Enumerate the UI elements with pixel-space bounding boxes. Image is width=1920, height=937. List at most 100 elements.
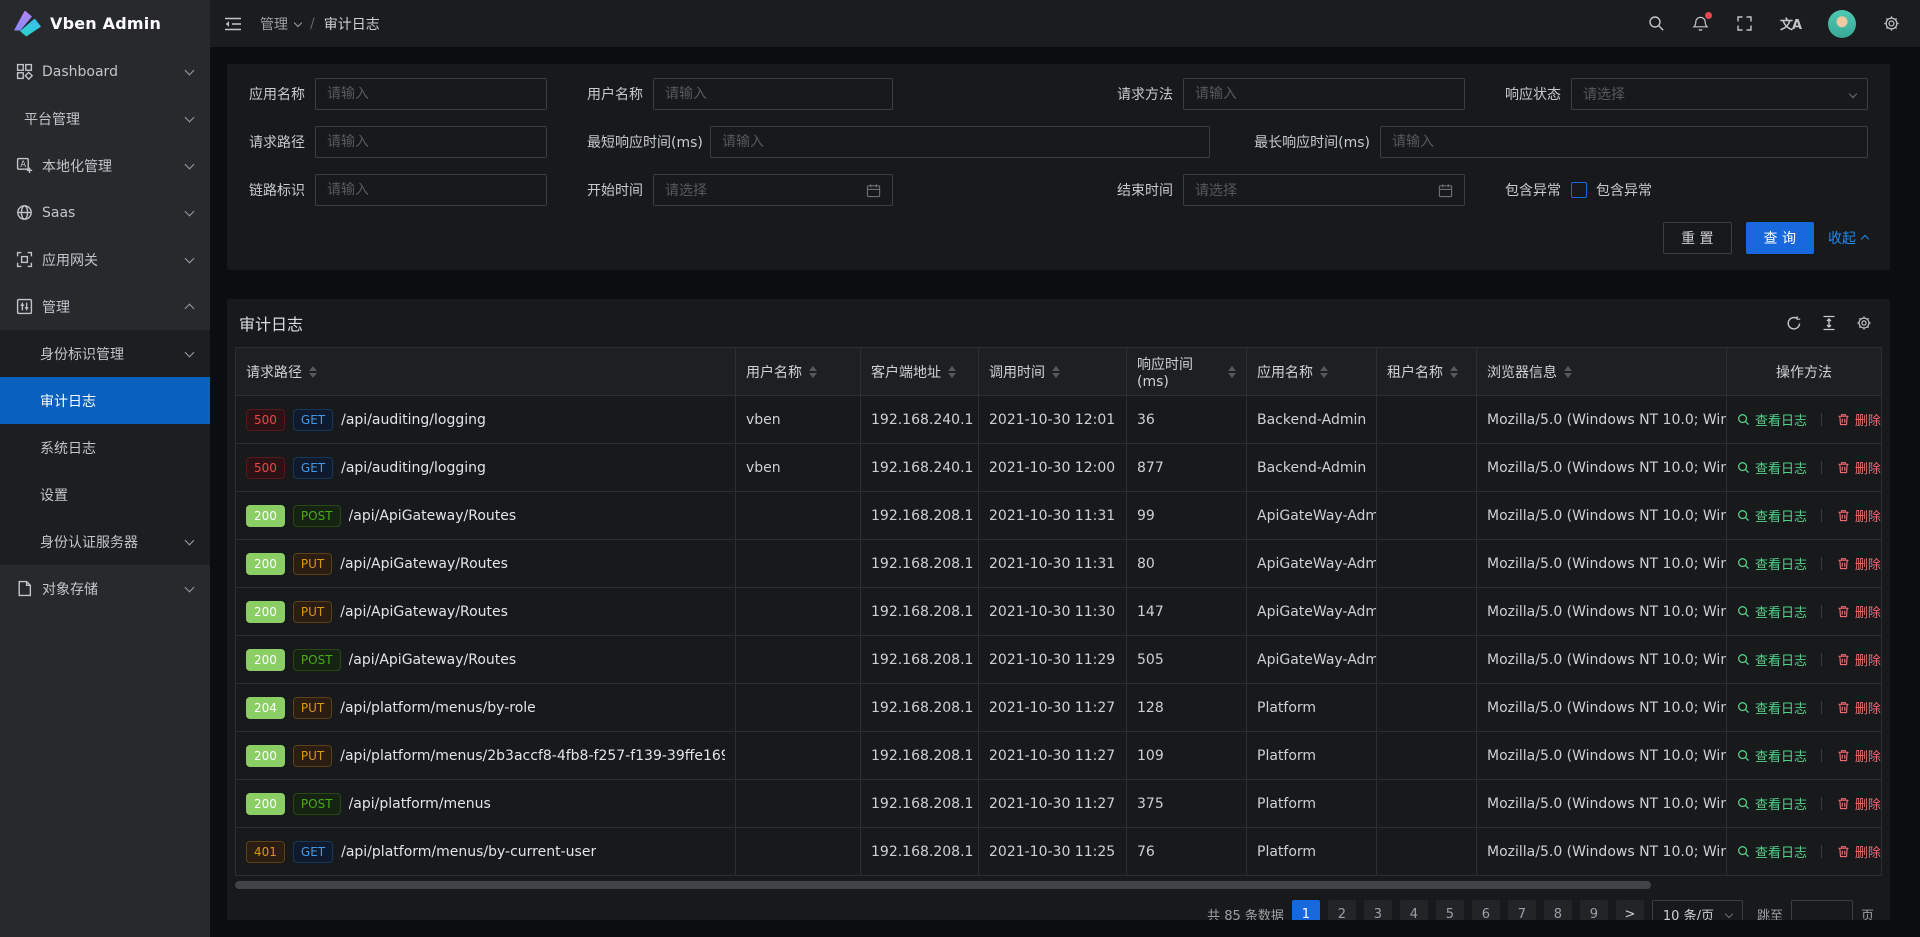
delete-button[interactable]: 删除 xyxy=(1837,506,1881,525)
sort-icon[interactable] xyxy=(948,365,956,378)
view-log-button[interactable]: 查看日志 xyxy=(1737,554,1807,573)
view-log-button[interactable]: 查看日志 xyxy=(1737,506,1807,525)
action-divider xyxy=(1821,845,1823,858)
translate-icon[interactable]: 文A xyxy=(1779,18,1802,33)
row-height-icon[interactable] xyxy=(1821,315,1837,331)
column-header[interactable]: 应用名称 xyxy=(1246,347,1377,396)
request-method-input[interactable] xyxy=(1183,78,1465,110)
column-header[interactable]: 操作方法 xyxy=(1726,347,1882,396)
view-log-button[interactable]: 查看日志 xyxy=(1737,746,1807,765)
sidebar-item-settings[interactable]: 设置 xyxy=(0,471,210,518)
table-row: 200 POST /api/platform/menus 192.168.208… xyxy=(235,779,1882,828)
avatar[interactable] xyxy=(1828,9,1856,38)
refresh-icon[interactable] xyxy=(1786,315,1802,331)
column-header[interactable]: 响应时间(ms) xyxy=(1126,347,1247,396)
menu-fold-icon[interactable] xyxy=(224,17,242,31)
page-button[interactable]: 3 xyxy=(1363,900,1392,920)
sidebar-item-identity-server[interactable]: 身份认证服务器 xyxy=(0,518,210,565)
column-header[interactable]: 浏览器信息 xyxy=(1476,347,1727,396)
column-header[interactable]: 调用时间 xyxy=(978,347,1127,396)
chevron-down-icon xyxy=(184,582,195,592)
delete-button[interactable]: 删除 xyxy=(1837,602,1881,621)
page-button[interactable]: 8 xyxy=(1543,900,1572,920)
next-page-button[interactable]: > xyxy=(1615,900,1644,920)
page-button[interactable]: 1 xyxy=(1291,900,1320,920)
chevron-down-icon xyxy=(1724,909,1734,919)
view-log-button[interactable]: 查看日志 xyxy=(1737,458,1807,477)
delete-button[interactable]: 删除 xyxy=(1837,794,1881,813)
logo[interactable]: Vben Admin xyxy=(0,0,210,47)
sidebar-item-gateway[interactable]: 应用网关 xyxy=(0,236,210,283)
settings-gear-icon[interactable] xyxy=(1883,15,1900,32)
view-log-button[interactable]: 查看日志 xyxy=(1737,794,1807,813)
search-icon[interactable] xyxy=(1648,15,1665,32)
jump-page-input[interactable] xyxy=(1790,900,1853,920)
sort-icon[interactable] xyxy=(309,365,317,378)
delete-button[interactable]: 删除 xyxy=(1837,842,1881,861)
min-response-time-input[interactable] xyxy=(710,126,1210,158)
cell-actions: 查看日志 删除 xyxy=(1726,443,1882,492)
column-header[interactable]: 客户端地址 xyxy=(860,347,979,396)
delete-button[interactable]: 删除 xyxy=(1837,410,1881,429)
view-log-button[interactable]: 查看日志 xyxy=(1737,698,1807,717)
sort-icon[interactable] xyxy=(809,365,817,378)
column-header[interactable]: 用户名称 xyxy=(735,347,861,396)
column-header[interactable]: 租户名称 xyxy=(1376,347,1477,396)
sidebar-item-dashboard[interactable]: Dashboard xyxy=(0,48,210,95)
search-button[interactable]: 查 询 xyxy=(1745,222,1814,254)
cell-actions: 查看日志 删除 xyxy=(1726,587,1882,636)
breadcrumb-section[interactable]: 管理 xyxy=(260,16,288,33)
page-button[interactable]: 2 xyxy=(1327,900,1356,920)
page-button[interactable]: 6 xyxy=(1471,900,1500,920)
sidebar-item-audit-log[interactable]: 审计日志 xyxy=(0,377,210,424)
view-log-button[interactable]: 查看日志 xyxy=(1737,410,1807,429)
delete-button[interactable]: 删除 xyxy=(1837,746,1881,765)
sort-icon[interactable] xyxy=(1052,365,1060,378)
sidebar-item-platform[interactable]: 平台管理 xyxy=(0,95,210,142)
delete-button[interactable]: 删除 xyxy=(1837,554,1881,573)
page-button[interactable]: 5 xyxy=(1435,900,1464,920)
trace-id-input[interactable] xyxy=(315,174,547,206)
horizontal-scrollbar[interactable] xyxy=(235,881,1882,889)
status-badge: 500 xyxy=(246,408,285,431)
sort-icon[interactable] xyxy=(1450,365,1458,378)
sort-icon[interactable] xyxy=(1228,365,1236,378)
sort-icon[interactable] xyxy=(1320,365,1328,378)
delete-button[interactable]: 删除 xyxy=(1837,458,1881,477)
reset-button[interactable]: 重 置 xyxy=(1663,222,1732,254)
cell-browser: Mozilla/5.0 (Windows NT 10.0; Win xyxy=(1476,827,1727,876)
max-response-time-input[interactable] xyxy=(1380,126,1868,158)
sidebar-item-localization[interactable]: A 本地化管理 xyxy=(0,142,210,189)
action-divider xyxy=(1821,461,1823,474)
sidebar-item-object-storage[interactable]: 对象存储 xyxy=(0,565,210,612)
delete-button[interactable]: 删除 xyxy=(1837,650,1881,669)
delete-button[interactable]: 删除 xyxy=(1837,698,1881,717)
exception-checkbox[interactable] xyxy=(1571,182,1587,198)
collapse-toggle[interactable]: 收起 xyxy=(1828,228,1870,248)
response-status-select[interactable]: 请选择 xyxy=(1571,78,1868,110)
sidebar-item-management[interactable]: 管理 xyxy=(0,283,210,330)
page-button[interactable]: 7 xyxy=(1507,900,1536,920)
topbar-actions: 文A xyxy=(1648,9,1900,38)
user-name-input[interactable] xyxy=(653,78,893,110)
view-log-button[interactable]: 查看日志 xyxy=(1737,602,1807,621)
sidebar-item-identity-management[interactable]: 身份标识管理 xyxy=(0,330,210,377)
fullscreen-icon[interactable] xyxy=(1736,15,1753,32)
start-time-picker[interactable]: 请选择 xyxy=(653,174,893,206)
svg-text:A: A xyxy=(20,160,26,170)
page-size-select[interactable]: 10 条/页 xyxy=(1651,900,1743,920)
bell-icon[interactable] xyxy=(1692,12,1712,32)
request-path-input[interactable] xyxy=(315,126,547,158)
scrollbar-thumb[interactable] xyxy=(235,881,1652,889)
view-log-button[interactable]: 查看日志 xyxy=(1737,650,1807,669)
sidebar-item-system-log[interactable]: 系统日志 xyxy=(0,424,210,471)
sidebar-item-saas[interactable]: Saas xyxy=(0,189,210,236)
view-log-button[interactable]: 查看日志 xyxy=(1737,842,1807,861)
column-settings-icon[interactable] xyxy=(1856,315,1872,331)
column-header[interactable]: 请求路径 xyxy=(235,347,736,396)
sort-icon[interactable] xyxy=(1564,365,1572,378)
end-time-picker[interactable]: 请选择 xyxy=(1183,174,1465,206)
app-name-input[interactable] xyxy=(315,78,547,110)
page-button[interactable]: 9 xyxy=(1579,900,1608,920)
page-button[interactable]: 4 xyxy=(1399,900,1428,920)
